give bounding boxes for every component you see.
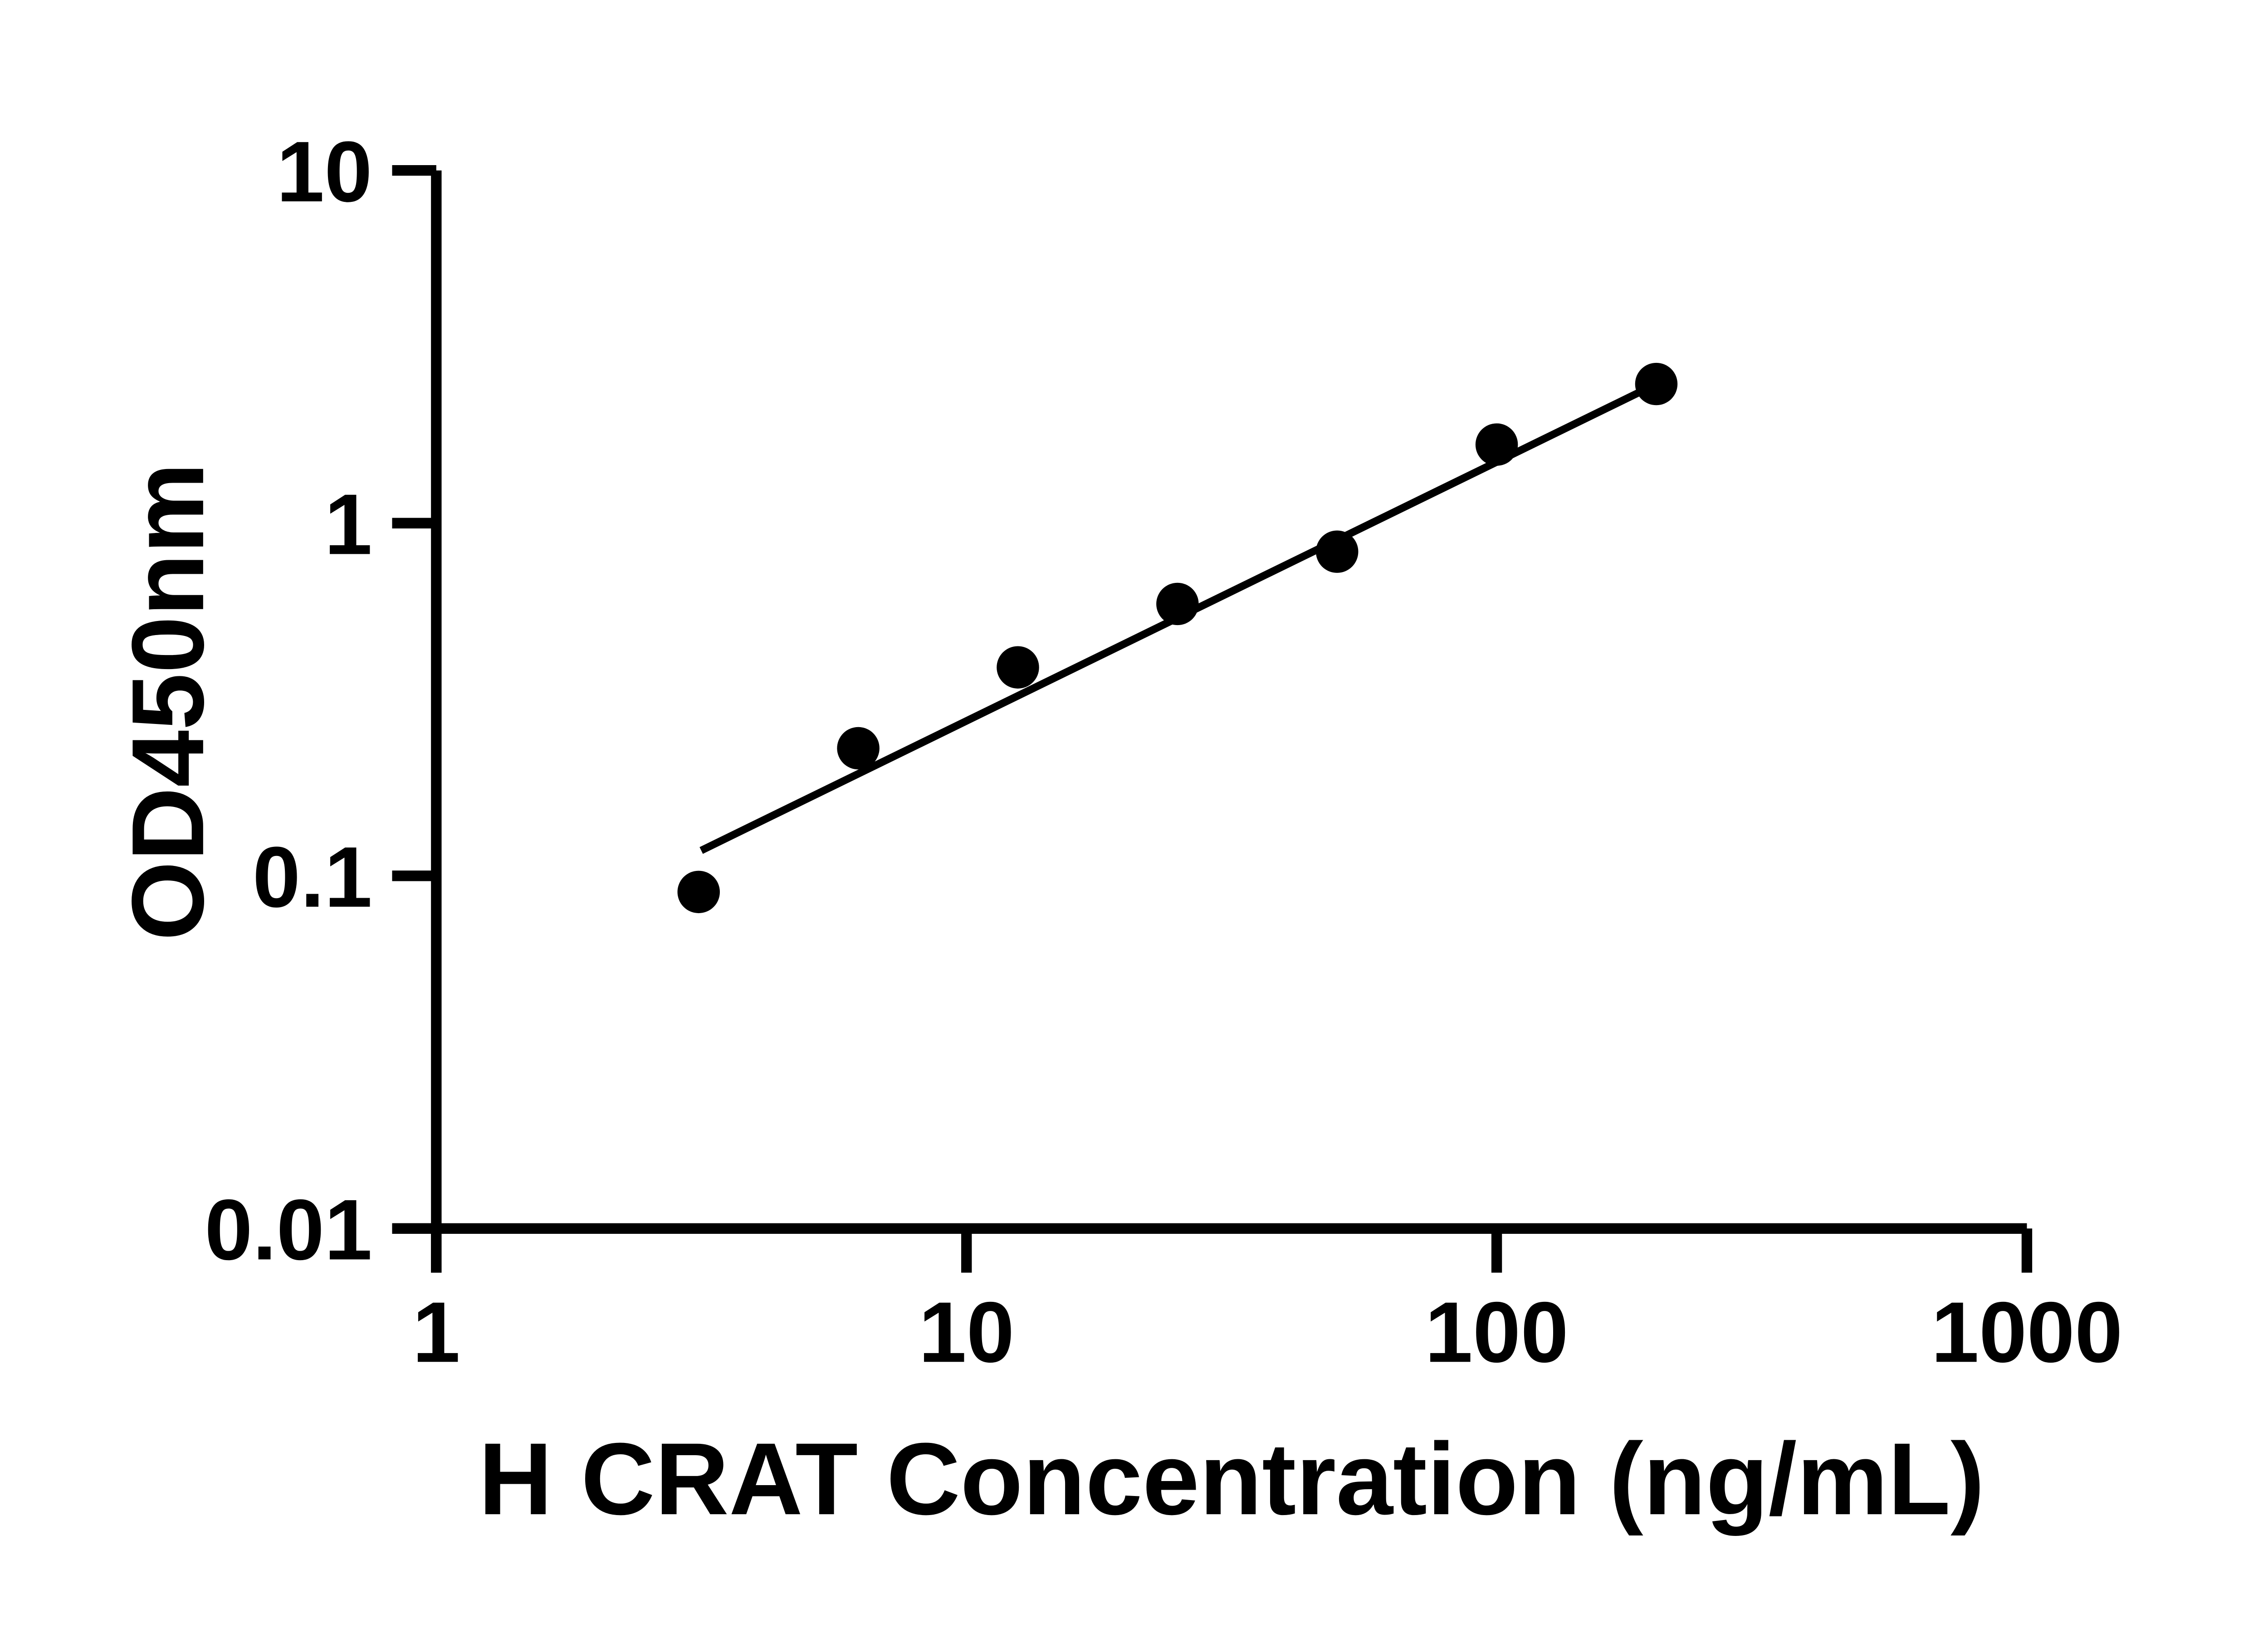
data-point-3.125ng (677, 870, 720, 914)
y-tick-label-10: 10 (277, 124, 372, 220)
x-tick-label-100: 100 (1425, 1284, 1569, 1380)
data-point-25ng (1156, 582, 1199, 626)
x-tick-label-1: 1 (412, 1284, 460, 1380)
data-point-100ng (1475, 423, 1518, 466)
y-tick-label-1: 1 (324, 476, 372, 572)
y-tick-label-0.01: 0.01 (205, 1182, 372, 1278)
y-axis-title: OD450nm (111, 463, 225, 941)
data-point-12.5ng (997, 646, 1039, 689)
x-tick-label-1000: 1000 (1931, 1284, 2122, 1380)
data-point-200ng (1635, 362, 1678, 406)
data-point-50ng (1315, 530, 1359, 573)
y-tick-label-0.1: 0.1 (253, 829, 372, 925)
x-tick-label-10: 10 (919, 1284, 1014, 1380)
x-axis-title: H CRAT Concentration (ng/mL) (479, 1422, 1984, 1536)
data-point-6.25ng (837, 727, 880, 770)
